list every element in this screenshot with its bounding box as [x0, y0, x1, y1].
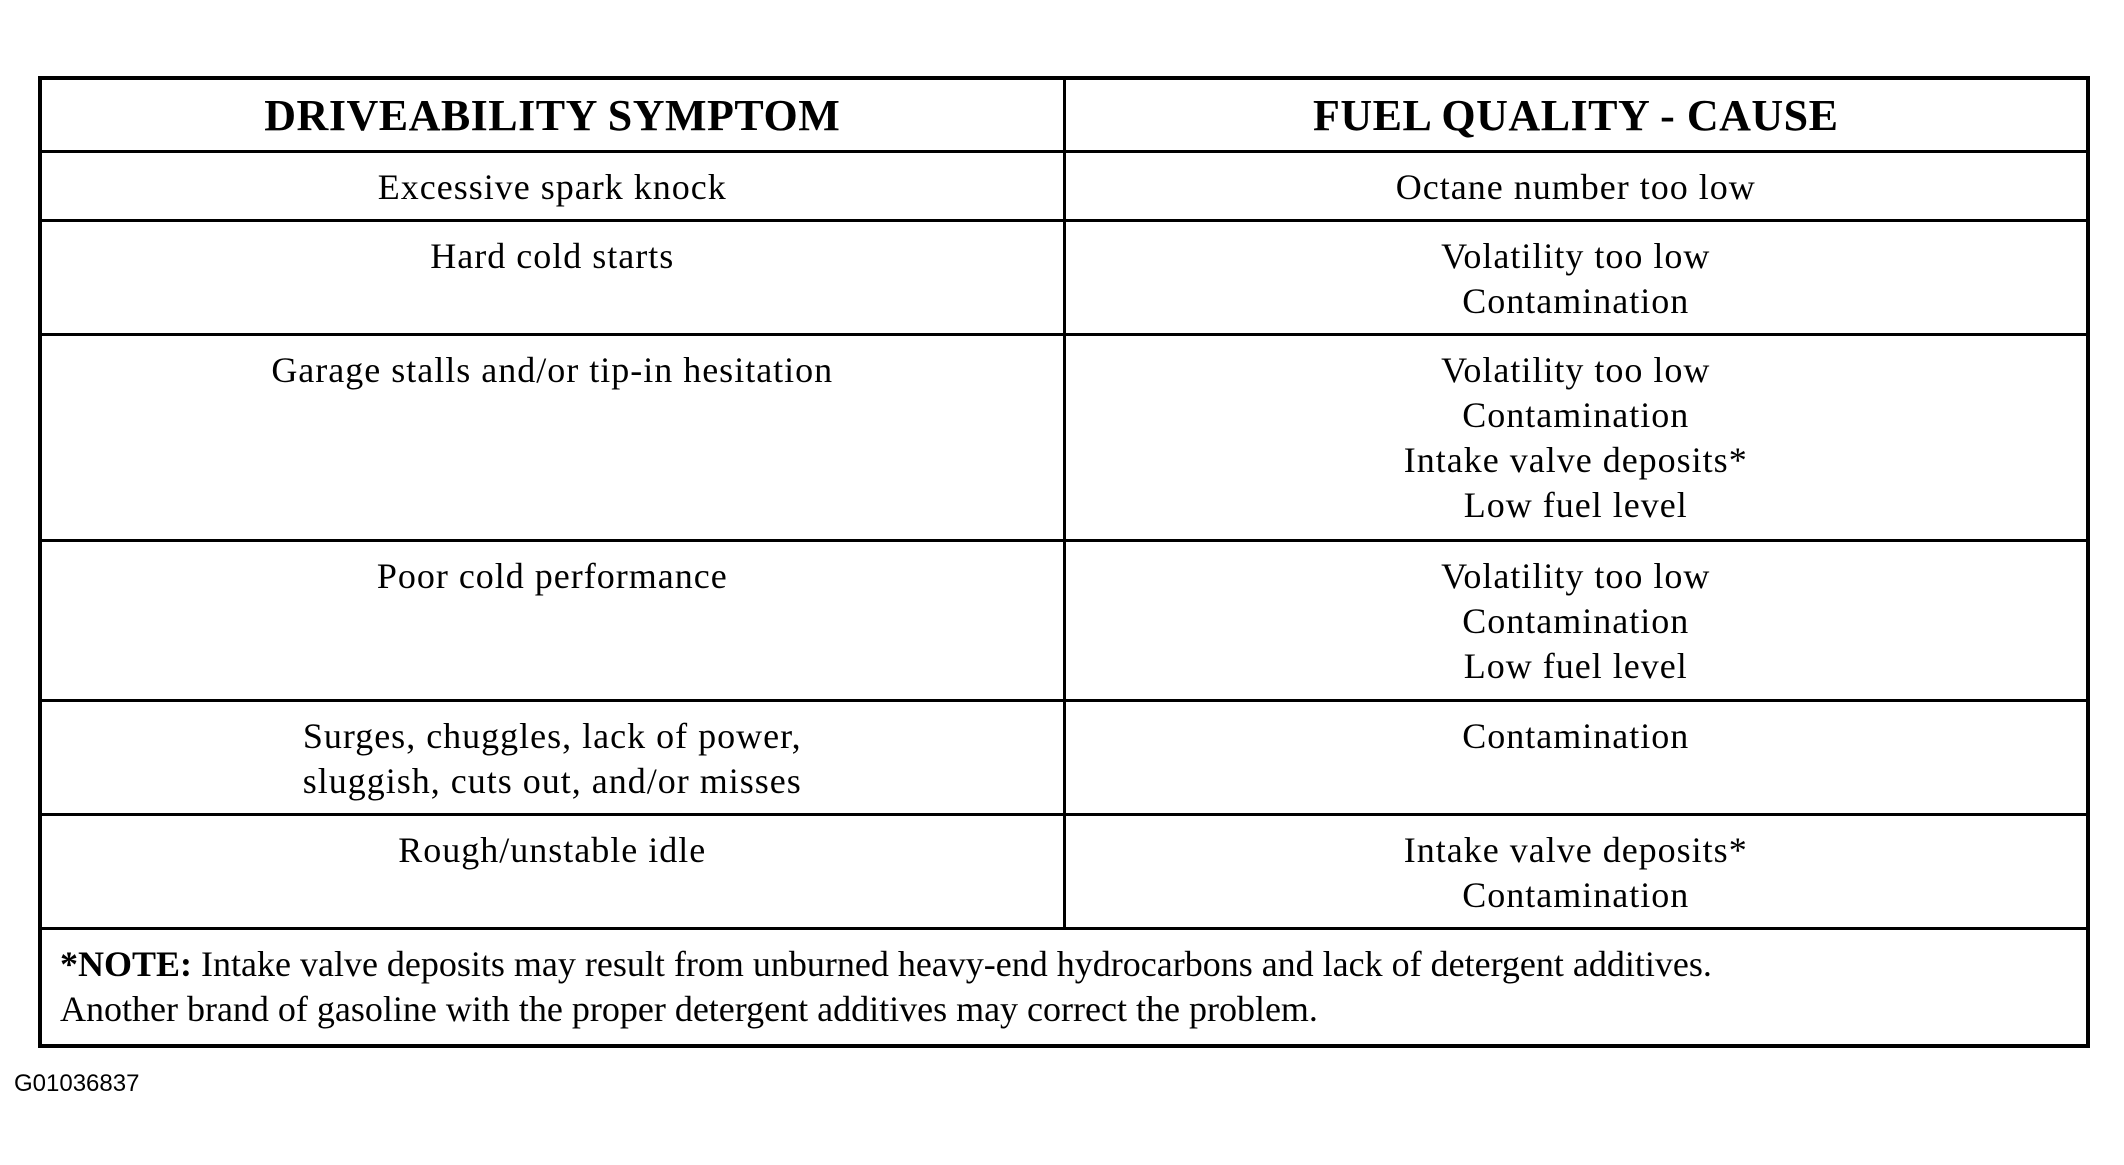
cause-text: Contamination	[1462, 395, 1690, 435]
symptom-cell: Surges, chuggles, lack of power, sluggis…	[38, 699, 1066, 816]
cause-cell: Volatility too low Contamination Low fue…	[1062, 539, 2090, 702]
cause-text: Volatility too low	[1441, 236, 1711, 276]
table-row: Poor cold performance Volatility too low…	[38, 539, 2090, 702]
cause-cell: Volatility too low Contamination	[1062, 219, 2090, 336]
header-cause: FUEL QUALITY - CAUSE	[1062, 76, 2090, 153]
cause-text: Intake valve deposits*	[1403, 440, 1748, 480]
table-row: Garage stalls and/or tip-in hesitation V…	[38, 333, 2090, 542]
cause-cell: Volatility too low Contamination Intake …	[1062, 333, 2090, 542]
cause-text: Contamination	[1462, 875, 1690, 915]
symptom-text: Hard cold starts	[430, 236, 675, 276]
symptom-cell: Excessive spark knock	[38, 150, 1066, 222]
note-label: *NOTE:	[60, 944, 193, 984]
symptom-cell: Hard cold starts	[38, 219, 1066, 336]
symptom-cell: Poor cold performance	[38, 539, 1066, 702]
cause-text: Contamination	[1462, 281, 1690, 321]
note-text-1: Intake valve deposits may result from un…	[192, 944, 1712, 984]
cause-cell: Octane number too low	[1062, 150, 2090, 222]
symptom-text: sluggish, cuts out, and/or misses	[302, 761, 802, 801]
symptom-text: Garage stalls and/or tip-in hesitation	[271, 350, 834, 390]
header-row: DRIVEABILITY SYMPTOM FUEL QUALITY - CAUS…	[38, 76, 2090, 153]
note-line-1: *NOTE: Intake valve deposits may result …	[60, 942, 2086, 987]
symptom-text: Poor cold performance	[376, 556, 728, 596]
symptom-text: Surges, chuggles, lack of power,	[302, 716, 802, 756]
cause-text: Intake valve deposits*	[1403, 830, 1748, 870]
cause-text: Low fuel level	[1463, 485, 1688, 525]
driveability-table: DRIVEABILITY SYMPTOM FUEL QUALITY - CAUS…	[38, 76, 2090, 1048]
cause-text: Octane number too low	[1395, 167, 1756, 207]
symptom-cell: Rough/unstable idle	[38, 813, 1066, 930]
symptom-text: Rough/unstable idle	[398, 830, 707, 870]
cause-text: Contamination	[1462, 716, 1690, 756]
note-line-2: Another brand of gasoline with the prope…	[60, 989, 1318, 1029]
note-cell: *NOTE: Intake valve deposits may result …	[38, 927, 2090, 1048]
cause-text: Contamination	[1462, 601, 1690, 641]
header-symptom: DRIVEABILITY SYMPTOM	[38, 76, 1066, 153]
cause-text: Volatility too low	[1441, 350, 1711, 390]
note-row: *NOTE: Intake valve deposits may result …	[38, 927, 2090, 1048]
cause-cell: Contamination	[1062, 699, 2090, 816]
table-row: Hard cold starts Volatility too low Cont…	[38, 219, 2090, 336]
cause-cell: Intake valve deposits* Contamination	[1062, 813, 2090, 930]
figure-id: G01036837	[14, 1070, 140, 1097]
cause-text: Volatility too low	[1441, 556, 1711, 596]
table-row: Surges, chuggles, lack of power, sluggis…	[38, 699, 2090, 816]
table-row: Rough/unstable idle Intake valve deposit…	[38, 813, 2090, 930]
table-row: Excessive spark knock Octane number too …	[38, 150, 2090, 222]
symptom-text: Excessive spark knock	[377, 167, 727, 207]
symptom-cell: Garage stalls and/or tip-in hesitation	[38, 333, 1066, 542]
cause-text: Low fuel level	[1463, 646, 1688, 686]
